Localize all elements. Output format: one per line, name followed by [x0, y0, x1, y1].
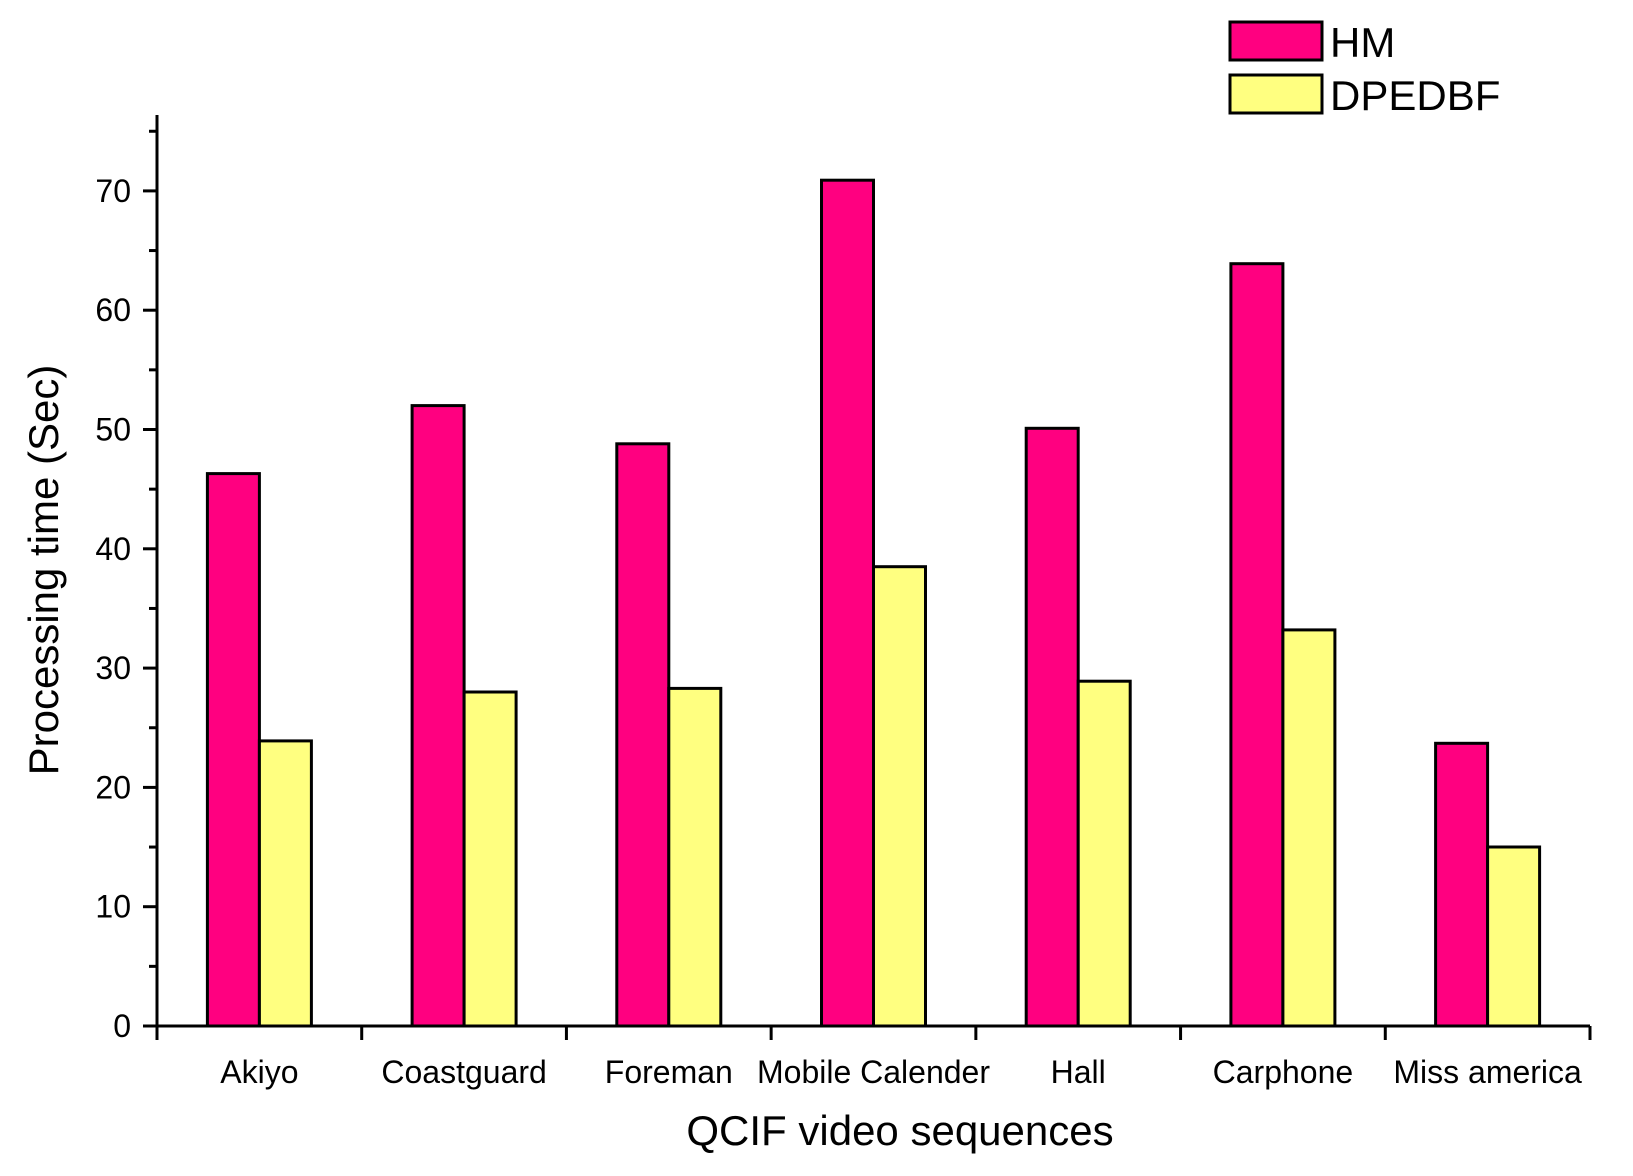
x-category-label: Akiyo	[220, 1054, 298, 1090]
axes-layer	[143, 115, 1592, 1040]
bar-dpedbf-akiyo	[257, 739, 313, 1028]
y-tick-label: 40	[95, 531, 131, 567]
y-axis-title: Processing time (Sec)	[20, 365, 67, 776]
legend-label-dpedbf: DPEDBF	[1330, 72, 1500, 119]
bars-layer	[205, 178, 1542, 1028]
bar-hm-akiyo	[205, 472, 261, 1028]
bar-hm-miss-america	[1434, 741, 1490, 1028]
y-tick-label: 30	[95, 650, 131, 686]
x-category-label: Coastguard	[381, 1054, 546, 1090]
x-category-label: Foreman	[605, 1054, 733, 1090]
legend-swatch-dpedbf	[1228, 73, 1324, 115]
x-category-label: Mobile Calender	[757, 1054, 990, 1090]
x-category-label: Carphone	[1213, 1054, 1354, 1090]
bar-dpedbf-foreman	[667, 686, 723, 1028]
bar-hm-carphone	[1229, 262, 1285, 1028]
y-tick-label: 0	[113, 1008, 131, 1044]
bar-dpedbf-miss-america	[1486, 845, 1542, 1028]
bar-dpedbf-mobile-calender	[872, 565, 927, 1028]
y-tick-label: 10	[95, 889, 131, 925]
bar-dpedbf-carphone	[1281, 628, 1337, 1028]
x-category-label: Hall	[1051, 1054, 1106, 1090]
bar-hm-coastguard	[410, 404, 466, 1028]
bar-hm-mobile-calender	[820, 178, 875, 1028]
y-tick-label: 50	[95, 412, 131, 448]
x-category-label: Miss america	[1393, 1054, 1582, 1090]
bar-dpedbf-coastguard	[462, 690, 518, 1028]
y-tick-label: 20	[95, 769, 131, 805]
legend-label-hm: HM	[1330, 19, 1395, 66]
y-tick-label: 60	[95, 292, 131, 328]
legend-swatch-hm	[1228, 20, 1324, 62]
bar-hm-foreman	[615, 442, 671, 1028]
x-axis-title: QCIF video sequences	[686, 1107, 1113, 1154]
y-tick-label: 70	[95, 173, 131, 209]
labels-layer: 0 10 20 30 40 50 60 70 Akiyo Coastguard Foreman Mob…	[95, 173, 1582, 1090]
legend: HM DPEDBF	[1228, 19, 1500, 119]
bar-dpedbf-hall	[1076, 679, 1132, 1028]
bar-hm-hall	[1024, 426, 1080, 1028]
